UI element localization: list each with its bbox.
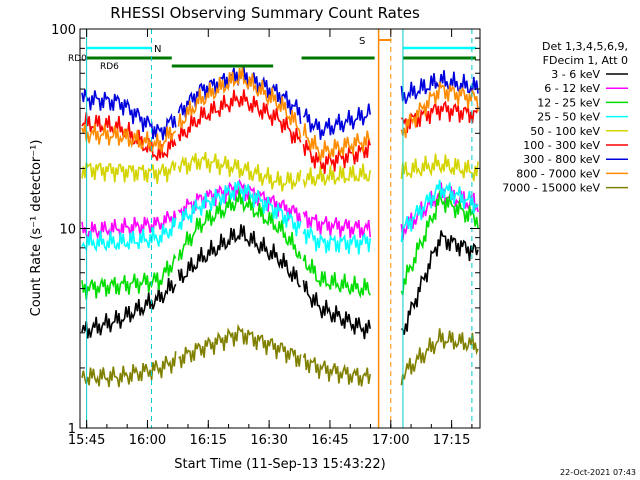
series-line-4 [81, 151, 479, 192]
x-tick-label-6: 17:15 [433, 433, 470, 448]
y-tick-label-0: 1 [68, 422, 76, 437]
legend-entry-0: 3 - 6 keV [551, 68, 600, 81]
legend-entry-3: 25 - 50 keV [537, 111, 600, 124]
y-axis: 1 10 100 [51, 23, 480, 437]
series-line-7 [81, 67, 479, 162]
legend-entry-4: 50 - 100 keV [530, 125, 600, 138]
series-line-3 [81, 179, 479, 255]
legend-header-line-2: FDecim 1, Att 0 [543, 54, 628, 67]
night-label: N [154, 44, 161, 55]
attenuator-label-rd0: RD0 [68, 54, 87, 64]
saa-label: S [359, 36, 365, 47]
legend-header-line-1: Det 1,3,4,5,6,9, [542, 40, 628, 53]
legend-entry-5: 100 - 300 keV [523, 139, 600, 152]
chart-title: RHESSI Observing Summary Count Rates [110, 4, 420, 22]
legend-entry-7: 800 - 7000 keV [516, 167, 600, 180]
series-line-1 [81, 178, 479, 241]
x-tick-label-5: 17:00 [372, 433, 409, 448]
series-line-0 [81, 224, 479, 340]
attenuator-label-rd6: RD6 [100, 62, 119, 72]
x-tick-label-2: 16:15 [190, 433, 227, 448]
x-tick-label-1: 16:00 [129, 433, 166, 448]
legend-entry-2: 12 - 25 keV [537, 96, 600, 109]
footer-timestamp: 22-Oct-2021 07:43 [560, 468, 636, 477]
legend-entry-8: 7000 - 15000 keV [502, 182, 600, 195]
y-tick-label-2: 100 [51, 23, 76, 38]
y-axis-label: Count Rate (s⁻¹ detector⁻¹) [29, 140, 44, 317]
y-tick-label-1: 10 [59, 223, 76, 238]
x-tick-label-3: 16:30 [250, 433, 287, 448]
legend-entry-1: 6 - 12 keV [544, 82, 600, 95]
series-line-5 [81, 89, 479, 174]
x-tick-label-4: 16:45 [311, 433, 348, 448]
x-axis-label: Start Time (11-Sep-13 15:43:22) [174, 457, 385, 472]
x-axis: 15:45 16:00 16:15 16:30 16:45 17:00 17:15 [68, 29, 473, 448]
series-line-8 [81, 323, 479, 388]
legend-entry-6: 300 - 800 keV [523, 153, 600, 166]
x-tick-label-0: 15:45 [68, 433, 105, 448]
